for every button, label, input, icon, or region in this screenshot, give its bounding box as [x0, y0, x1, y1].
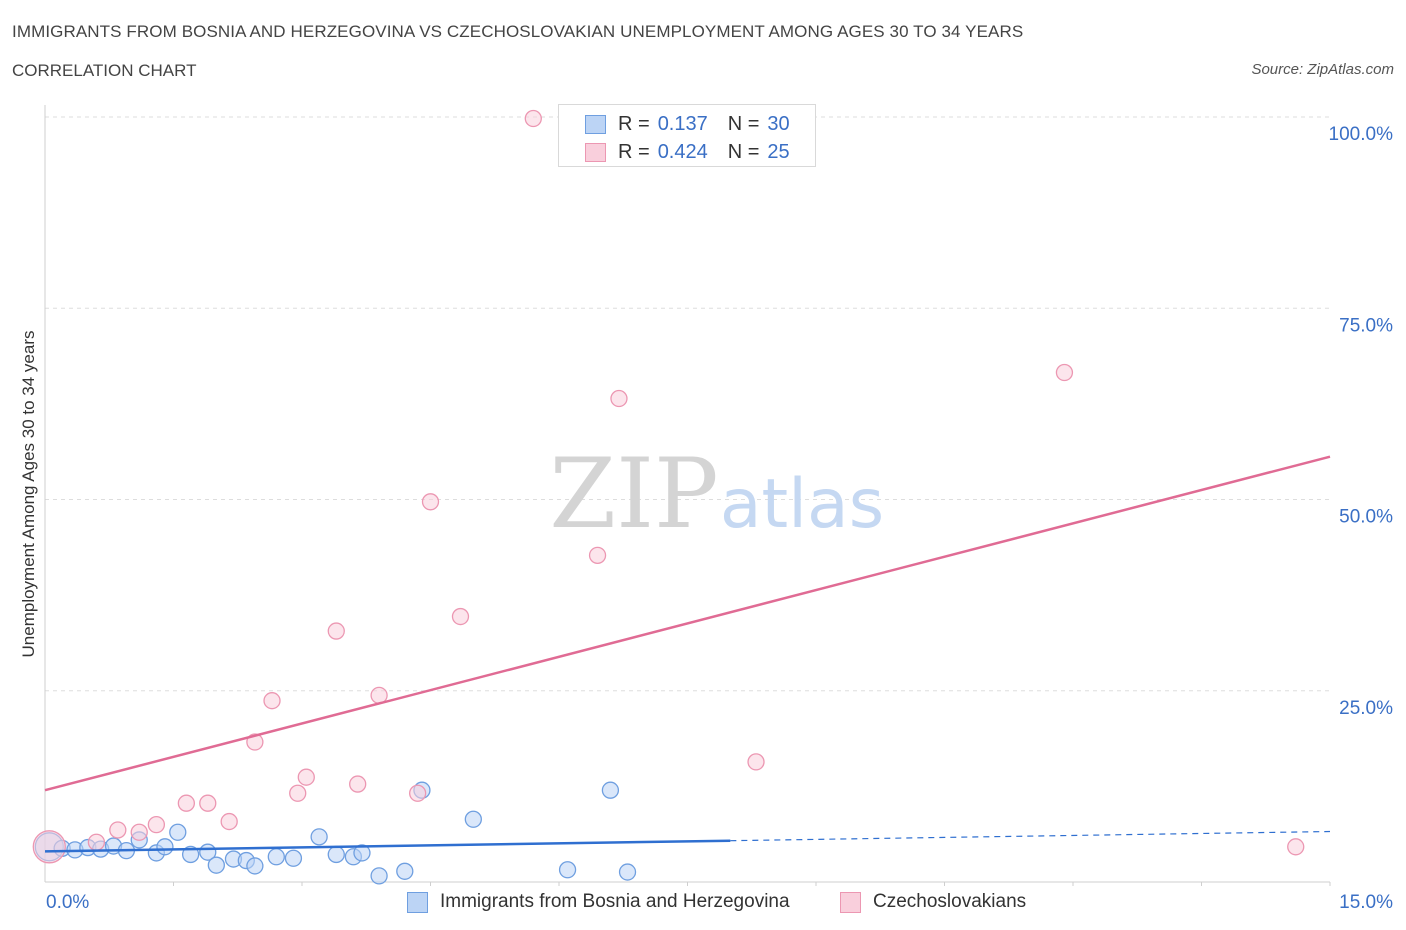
point-bosnia — [267, 848, 285, 866]
point-bosnia — [246, 857, 264, 875]
axes — [44, 105, 1331, 886]
legend-swatch-blue — [585, 114, 606, 134]
trend-line-bosnia — [44, 839, 731, 853]
point-czechoslovakian — [289, 784, 307, 802]
x-tick-label: 15.0% — [1339, 892, 1393, 913]
legend-r-label: R = — [618, 112, 650, 135]
point-bosnia — [558, 861, 577, 879]
legend-r-value: 0.424 — [657, 140, 708, 163]
point-czechoslovakian — [1287, 838, 1305, 856]
point-czechoslovakian — [451, 607, 470, 626]
point-czechoslovakian — [524, 109, 542, 128]
point-czechoslovakian — [327, 622, 345, 640]
point-bosnia — [370, 867, 388, 885]
y-tick-label: 50.0% — [1339, 507, 1393, 528]
point-bosnia — [310, 828, 328, 846]
legend-item-czechoslovakians[interactable]: Czechoslovakians — [840, 888, 1026, 916]
point-czechoslovakian — [263, 692, 281, 710]
legend-n-value: 30 — [767, 112, 790, 135]
point-bosnia — [169, 823, 187, 841]
data-points — [32, 109, 1305, 885]
y-tick-label: 75.0% — [1339, 315, 1393, 336]
point-czechoslovakian — [588, 546, 607, 564]
point-czechoslovakian — [408, 784, 427, 802]
legend-row-series1: R = 0.137 N = 30 — [585, 111, 790, 137]
point-czechoslovakian — [297, 768, 315, 786]
point-czechoslovakian — [747, 753, 765, 771]
y-tick-label: 100.0% — [1329, 124, 1394, 145]
legend-r-label: R = — [618, 140, 650, 163]
watermark-atlas: atlas — [720, 465, 884, 544]
point-bosnia — [353, 844, 371, 862]
chart-subtitle: CORRELATION CHART — [12, 61, 197, 80]
legend-n-label: N = — [727, 112, 760, 135]
legend-row-series2: R = 0.424 N = 25 — [585, 139, 790, 165]
legend-item-bosnia[interactable]: Immigrants from Bosnia and Herzegovina — [407, 888, 790, 916]
point-bosnia — [156, 838, 174, 856]
point-czechoslovakian — [610, 389, 628, 408]
point-czechoslovakian — [349, 775, 367, 793]
point-bosnia — [464, 810, 482, 828]
trend-line-czechoslovakian — [44, 455, 1331, 792]
legend-swatch-pink — [585, 142, 606, 162]
point-czechoslovakian — [199, 794, 217, 812]
point-bosnia — [396, 862, 414, 880]
point-czechoslovakian — [130, 823, 148, 841]
y-tick-label: 25.0% — [1339, 698, 1393, 719]
point-czechoslovakian — [177, 794, 196, 812]
point-czechoslovakian — [421, 493, 440, 511]
point-czechoslovakian — [220, 812, 238, 831]
legend-swatch-blue — [407, 891, 428, 913]
point-bosnia — [618, 863, 637, 881]
legend-r-value: 0.137 — [657, 112, 708, 135]
grid-lines — [45, 116, 1330, 692]
y-axis-label: Unemployment Among Ages 30 to 34 years — [19, 331, 38, 658]
tick-labels: 25.0% 50.0% 75.0% 100.0% 0.0% 15.0% — [46, 124, 1393, 913]
point-czechoslovakian — [87, 833, 106, 851]
point-czechoslovakian — [32, 830, 66, 864]
legend-n-value: 25 — [767, 140, 790, 163]
correlation-legend: R = 0.137 N = 30 R = 0.424 N = 25 — [558, 104, 816, 167]
point-bosnia — [601, 781, 620, 799]
chart-source: Source: ZipAtlas.com — [1251, 61, 1394, 78]
point-bosnia — [327, 845, 345, 864]
trend-lines — [44, 455, 1331, 853]
x-tick-label: 0.0% — [46, 892, 89, 913]
point-bosnia — [284, 849, 303, 867]
legend-label-bosnia: Immigrants from Bosnia and Herzegovina — [440, 891, 790, 912]
point-czechoslovakian — [1055, 363, 1074, 382]
legend-n-label: N = — [727, 140, 760, 163]
trend-line-bosnia-extension — [730, 830, 1331, 842]
legend-swatch-pink — [840, 891, 861, 913]
point-czechoslovakian — [147, 815, 166, 834]
chart-title: IMMIGRANTS FROM BOSNIA AND HERZEGOVINA V… — [12, 22, 1024, 41]
point-czechoslovakian — [109, 821, 127, 839]
point-bosnia — [181, 845, 200, 864]
point-bosnia — [207, 856, 225, 874]
legend-label-czechoslovakians: Czechoslovakians — [873, 891, 1027, 912]
watermark-zip: ZIP — [549, 438, 718, 550]
